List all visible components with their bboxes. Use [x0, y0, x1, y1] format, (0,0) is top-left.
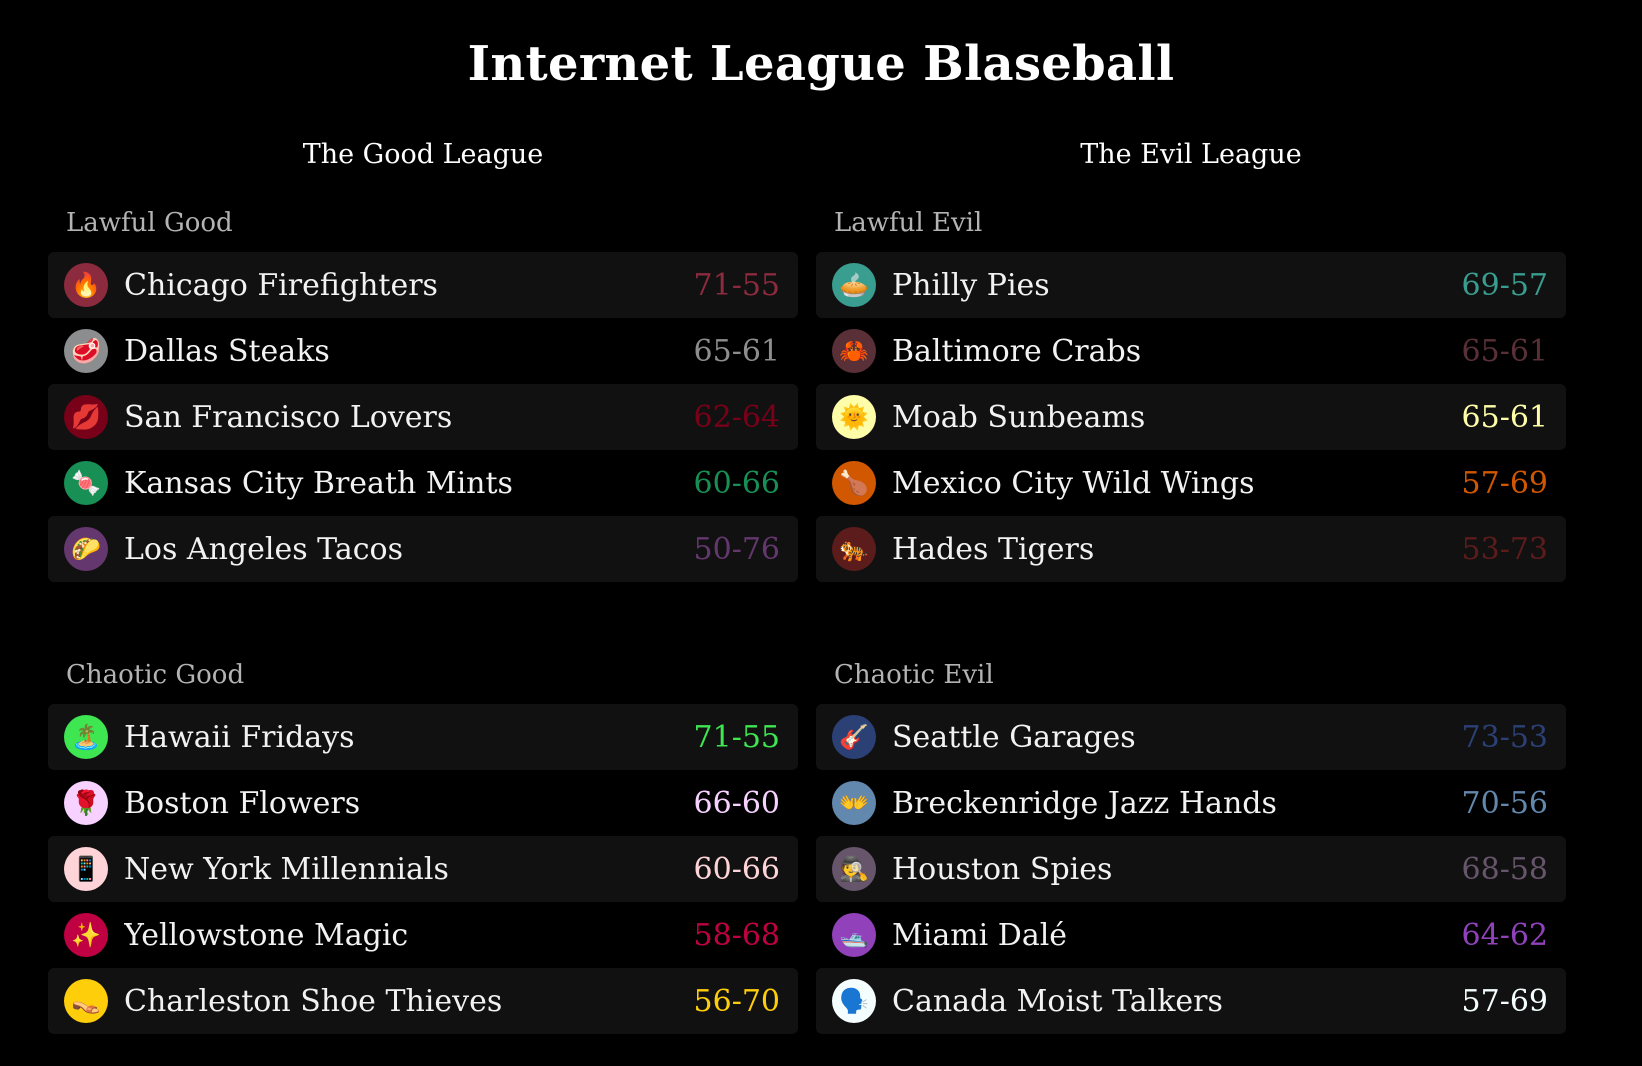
league-title: The Evil League — [1080, 139, 1302, 170]
team-row[interactable]: 🥧 Philly Pies 69-57 — [816, 252, 1566, 318]
team-name[interactable]: Hades Tigers — [892, 531, 1095, 567]
team-name[interactable]: Baltimore Crabs — [892, 333, 1142, 369]
team-record: 71-55 — [693, 267, 780, 303]
team-record: 71-55 — [693, 719, 780, 755]
team-name[interactable]: Los Angeles Tacos — [124, 531, 403, 567]
team-name[interactable]: Houston Spies — [892, 851, 1113, 887]
team-record: 53-73 — [1461, 531, 1548, 567]
division-title: Lawful Good — [66, 208, 233, 238]
team-row[interactable]: 🛥️ Miami Dalé 64-62 — [816, 902, 1566, 968]
team-record: 57-69 — [1461, 465, 1548, 501]
team-row[interactable]: 🕵️ Houston Spies 68-58 — [816, 836, 1566, 902]
team-row[interactable]: 🗣️ Canada Moist Talkers 57-69 — [816, 968, 1566, 1034]
team-name[interactable]: Breckenridge Jazz Hands — [892, 785, 1277, 821]
division-lawful-evil: Lawful Evil 🥧 Philly Pies 69-57 🦀 Baltimore … — [816, 200, 1566, 582]
team-list: 🎸 Seattle Garages 73-53 👐 Breckenridge Jazz … — [816, 704, 1566, 1034]
team-name[interactable]: Boston Flowers — [124, 785, 361, 821]
league-title: The Good League — [302, 139, 544, 170]
division-chaotic-evil: Chaotic Evil 🎸 Seattle Garages 73-53 👐 Breck… — [816, 652, 1566, 1034]
team-name[interactable]: Mexico City Wild Wings — [892, 465, 1255, 501]
team-emoji-icon: 🥧 — [832, 263, 876, 307]
team-name[interactable]: Charleston Shoe Thieves — [124, 983, 503, 1019]
team-row[interactable]: 🌮 Los Angeles Tacos 50-76 — [48, 516, 798, 582]
team-emoji-icon: 🎸 — [832, 715, 876, 759]
team-name[interactable]: Moab Sunbeams — [892, 399, 1146, 435]
division-title: Lawful Evil — [834, 208, 983, 238]
team-list: 🔥 Chicago Firefighters 71-55 🥩 Dallas Steaks… — [48, 252, 798, 582]
team-name[interactable]: Chicago Firefighters — [124, 267, 438, 303]
team-emoji-icon: 🕵️ — [832, 847, 876, 891]
team-record: 70-56 — [1461, 785, 1548, 821]
team-record: 65-61 — [1461, 333, 1548, 369]
team-row[interactable]: 🍬 Kansas City Breath Mints 60-66 — [48, 450, 798, 516]
team-record: 60-66 — [693, 851, 780, 887]
team-row[interactable]: 🦀 Baltimore Crabs 65-61 — [816, 318, 1566, 384]
team-name[interactable]: Canada Moist Talkers — [892, 983, 1223, 1019]
team-emoji-icon: 🛥️ — [832, 913, 876, 957]
team-emoji-icon: 🍗 — [832, 461, 876, 505]
team-row[interactable]: ✨ Yellowstone Magic 58-68 — [48, 902, 798, 968]
team-record: 65-61 — [1461, 399, 1548, 435]
team-record: 64-62 — [1461, 917, 1548, 953]
league-evil: The Evil League Lawful Evil 🥧 Philly Pies… — [816, 130, 1566, 1034]
team-row[interactable]: 🥩 Dallas Steaks 65-61 — [48, 318, 798, 384]
team-record: 68-58 — [1461, 851, 1548, 887]
team-row[interactable]: 🔥 Chicago Firefighters 71-55 — [48, 252, 798, 318]
team-emoji-icon: 📱 — [64, 847, 108, 891]
team-list: 🏝️ Hawaii Fridays 71-55 🌹 Boston Flowers 66-6… — [48, 704, 798, 1034]
team-list: 🥧 Philly Pies 69-57 🦀 Baltimore Crabs 65-61 🌞 M… — [816, 252, 1566, 582]
team-emoji-icon: 👡 — [64, 979, 108, 1023]
team-record: 60-66 — [693, 465, 780, 501]
division-chaotic-good: Chaotic Good 🏝️ Hawaii Fridays 71-55 🌹 Bosto… — [48, 652, 798, 1034]
team-row[interactable]: 🍗 Mexico City Wild Wings 57-69 — [816, 450, 1566, 516]
team-emoji-icon: 💋 — [64, 395, 108, 439]
team-record: 66-60 — [693, 785, 780, 821]
team-record: 73-53 — [1461, 719, 1548, 755]
team-emoji-icon: 🍬 — [64, 461, 108, 505]
team-emoji-icon: 🐅 — [832, 527, 876, 571]
team-record: 50-76 — [693, 531, 780, 567]
team-emoji-icon: 🔥 — [64, 263, 108, 307]
team-name[interactable]: New York Millennials — [124, 851, 449, 887]
team-emoji-icon: ✨ — [64, 913, 108, 957]
team-emoji-icon: 🏝️ — [64, 715, 108, 759]
team-emoji-icon: 🌹 — [64, 781, 108, 825]
team-emoji-icon: 🗣️ — [832, 979, 876, 1023]
team-name[interactable]: Dallas Steaks — [124, 333, 330, 369]
team-name[interactable]: Kansas City Breath Mints — [124, 465, 513, 501]
team-row[interactable]: 🌹 Boston Flowers 66-60 — [48, 770, 798, 836]
team-record: 57-69 — [1461, 983, 1548, 1019]
team-record: 56-70 — [693, 983, 780, 1019]
team-row[interactable]: 📱 New York Millennials 60-66 — [48, 836, 798, 902]
team-row[interactable]: 👐 Breckenridge Jazz Hands 70-56 — [816, 770, 1566, 836]
team-record: 58-68 — [693, 917, 780, 953]
team-row[interactable]: 🏝️ Hawaii Fridays 71-55 — [48, 704, 798, 770]
page-title: Internet League Blaseball — [467, 36, 1175, 92]
team-emoji-icon: 🥩 — [64, 329, 108, 373]
division-title: Chaotic Good — [66, 660, 245, 690]
team-name[interactable]: Miami Dalé — [892, 917, 1068, 953]
team-emoji-icon: 🌮 — [64, 527, 108, 571]
team-row[interactable]: 🌞 Moab Sunbeams 65-61 — [816, 384, 1566, 450]
team-name[interactable]: San Francisco Lovers — [124, 399, 453, 435]
league-good: The Good League Lawful Good 🔥 Chicago Fir… — [48, 130, 798, 1034]
team-row[interactable]: 🎸 Seattle Garages 73-53 — [816, 704, 1566, 770]
division-title: Chaotic Evil — [834, 660, 994, 690]
team-name[interactable]: Seattle Garages — [892, 719, 1136, 755]
team-name[interactable]: Philly Pies — [892, 267, 1050, 303]
team-record: 65-61 — [693, 333, 780, 369]
division-lawful-good: Lawful Good 🔥 Chicago Firefighters 71-55 🥩 D… — [48, 200, 798, 582]
team-row[interactable]: 💋 San Francisco Lovers 62-64 — [48, 384, 798, 450]
team-emoji-icon: 🌞 — [832, 395, 876, 439]
team-name[interactable]: Yellowstone Magic — [124, 917, 409, 953]
team-row[interactable]: 🐅 Hades Tigers 53-73 — [816, 516, 1566, 582]
team-emoji-icon: 🦀 — [832, 329, 876, 373]
team-emoji-icon: 👐 — [832, 781, 876, 825]
team-row[interactable]: 👡 Charleston Shoe Thieves 56-70 — [48, 968, 798, 1034]
team-record: 62-64 — [693, 399, 780, 435]
team-record: 69-57 — [1461, 267, 1548, 303]
team-name[interactable]: Hawaii Fridays — [124, 719, 355, 755]
